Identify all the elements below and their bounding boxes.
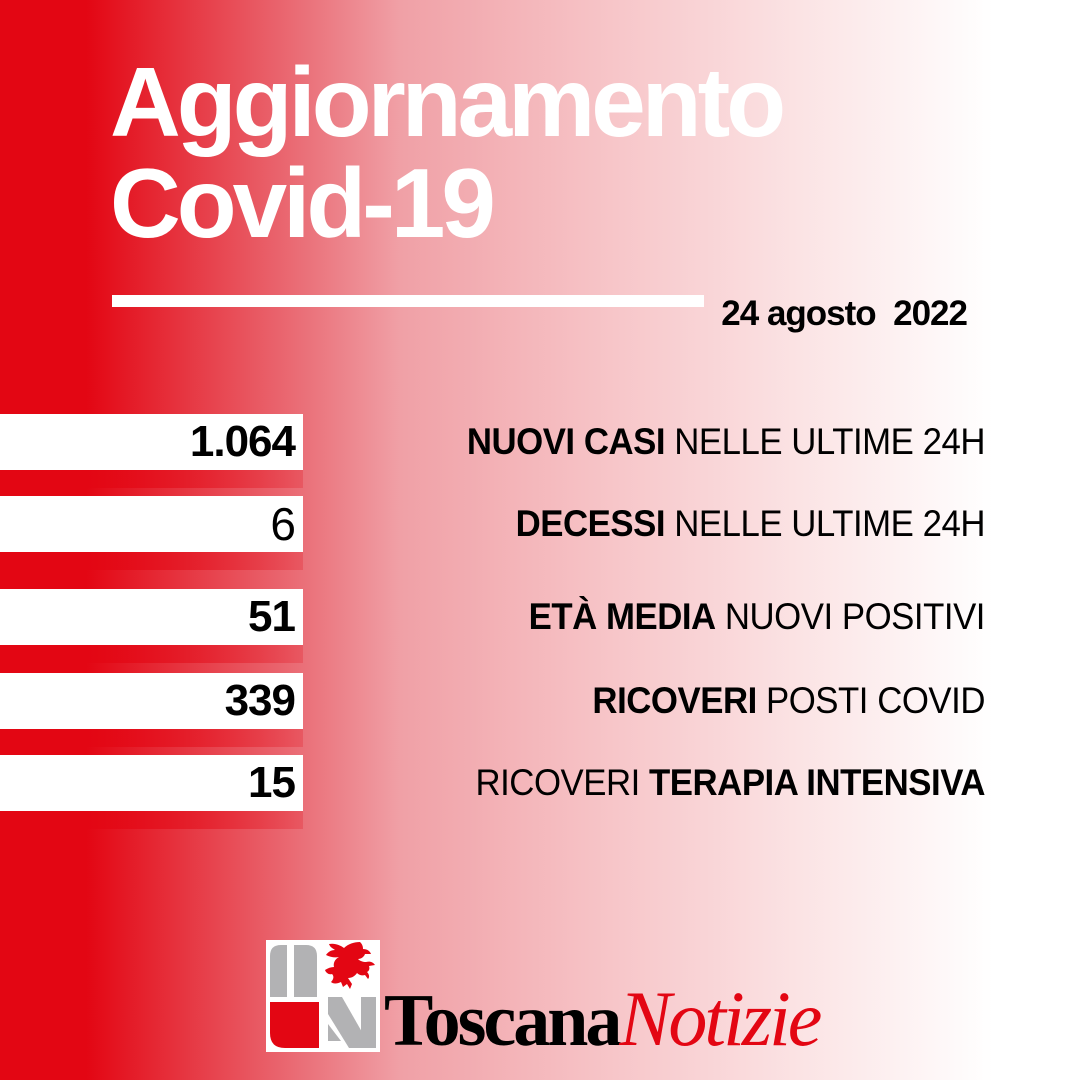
stat-row-ricoveri: 339 RICOVERI POSTI COVID [0, 673, 1080, 747]
brand-notizie: Notizie [619, 975, 822, 1062]
stat-label-regular: NUOVI POSITIVI [715, 596, 986, 637]
date-label: 24 agosto 2022 [721, 294, 968, 333]
stat-label: RICOVERI TERAPIA INTENSIVA [426, 755, 985, 811]
stat-row-decessi: 6 DECESSI NELLE ULTIME 24H [0, 496, 1080, 570]
stat-value: 15 [248, 758, 296, 807]
stat-value-bar: 1.064 [0, 414, 303, 488]
stat-label: DECESSI NELLE ULTIME 24H [426, 496, 986, 552]
title-line-2: Covid-19 [110, 147, 496, 258]
title-underline [112, 295, 704, 307]
brand-wordmark: Toscana Notizie [384, 974, 822, 1064]
stat-value: 339 [224, 676, 296, 725]
logo-letter-t [270, 945, 317, 997]
stat-label: NUOVI CASI NELLE ULTIME 24H [426, 414, 986, 470]
pegasus-icon [325, 942, 375, 989]
stat-label-bold: RICOVERI [592, 680, 757, 721]
stat-label-bold: NUOVI CASI [466, 421, 666, 462]
stat-row-eta-media: 51 ETÀ MEDIA NUOVI POSITIVI [0, 589, 1080, 663]
stat-value: 51 [248, 592, 296, 641]
logo-letter-n [328, 997, 376, 1048]
stat-value-bar: 6 [0, 496, 303, 570]
page-title: Aggiornamento Covid-19 [110, 47, 786, 258]
stat-label-bold: ETÀ MEDIA [528, 596, 717, 637]
stat-value-bar: 15 [0, 755, 303, 829]
stat-label-bold: TERAPIA INTENSIVA [649, 762, 985, 803]
stat-value: 1.064 [189, 417, 296, 466]
stat-label: RICOVERI POSTI COVID [426, 673, 985, 729]
title-line-1: Aggiornamento [110, 47, 786, 157]
stat-row-terapia-intensiva: 15 RICOVERI TERAPIA INTENSIVA [0, 755, 1080, 829]
stat-label-regular: NELLE ULTIME 24H [665, 421, 985, 462]
stat-label-bold: DECESSI [515, 503, 666, 544]
stat-row-nuovi-casi: 1.064 NUOVI CASI NELLE ULTIME 24H [0, 414, 1080, 488]
stat-value: 6 [270, 498, 296, 550]
stat-label: ETÀ MEDIA NUOVI POSITIVI [426, 589, 986, 645]
stat-label-regular: POSTI COVID [756, 680, 985, 721]
stat-label-regular: RICOVERI [475, 762, 650, 803]
stat-value-bar: 339 [0, 673, 303, 747]
logo-red-square [270, 1002, 319, 1048]
stat-value-bar: 51 [0, 589, 303, 663]
brand-toscana: Toscana [384, 980, 622, 1062]
stat-label-regular: NELLE ULTIME 24H [665, 503, 985, 544]
toscana-notizie-logo [266, 940, 380, 1052]
